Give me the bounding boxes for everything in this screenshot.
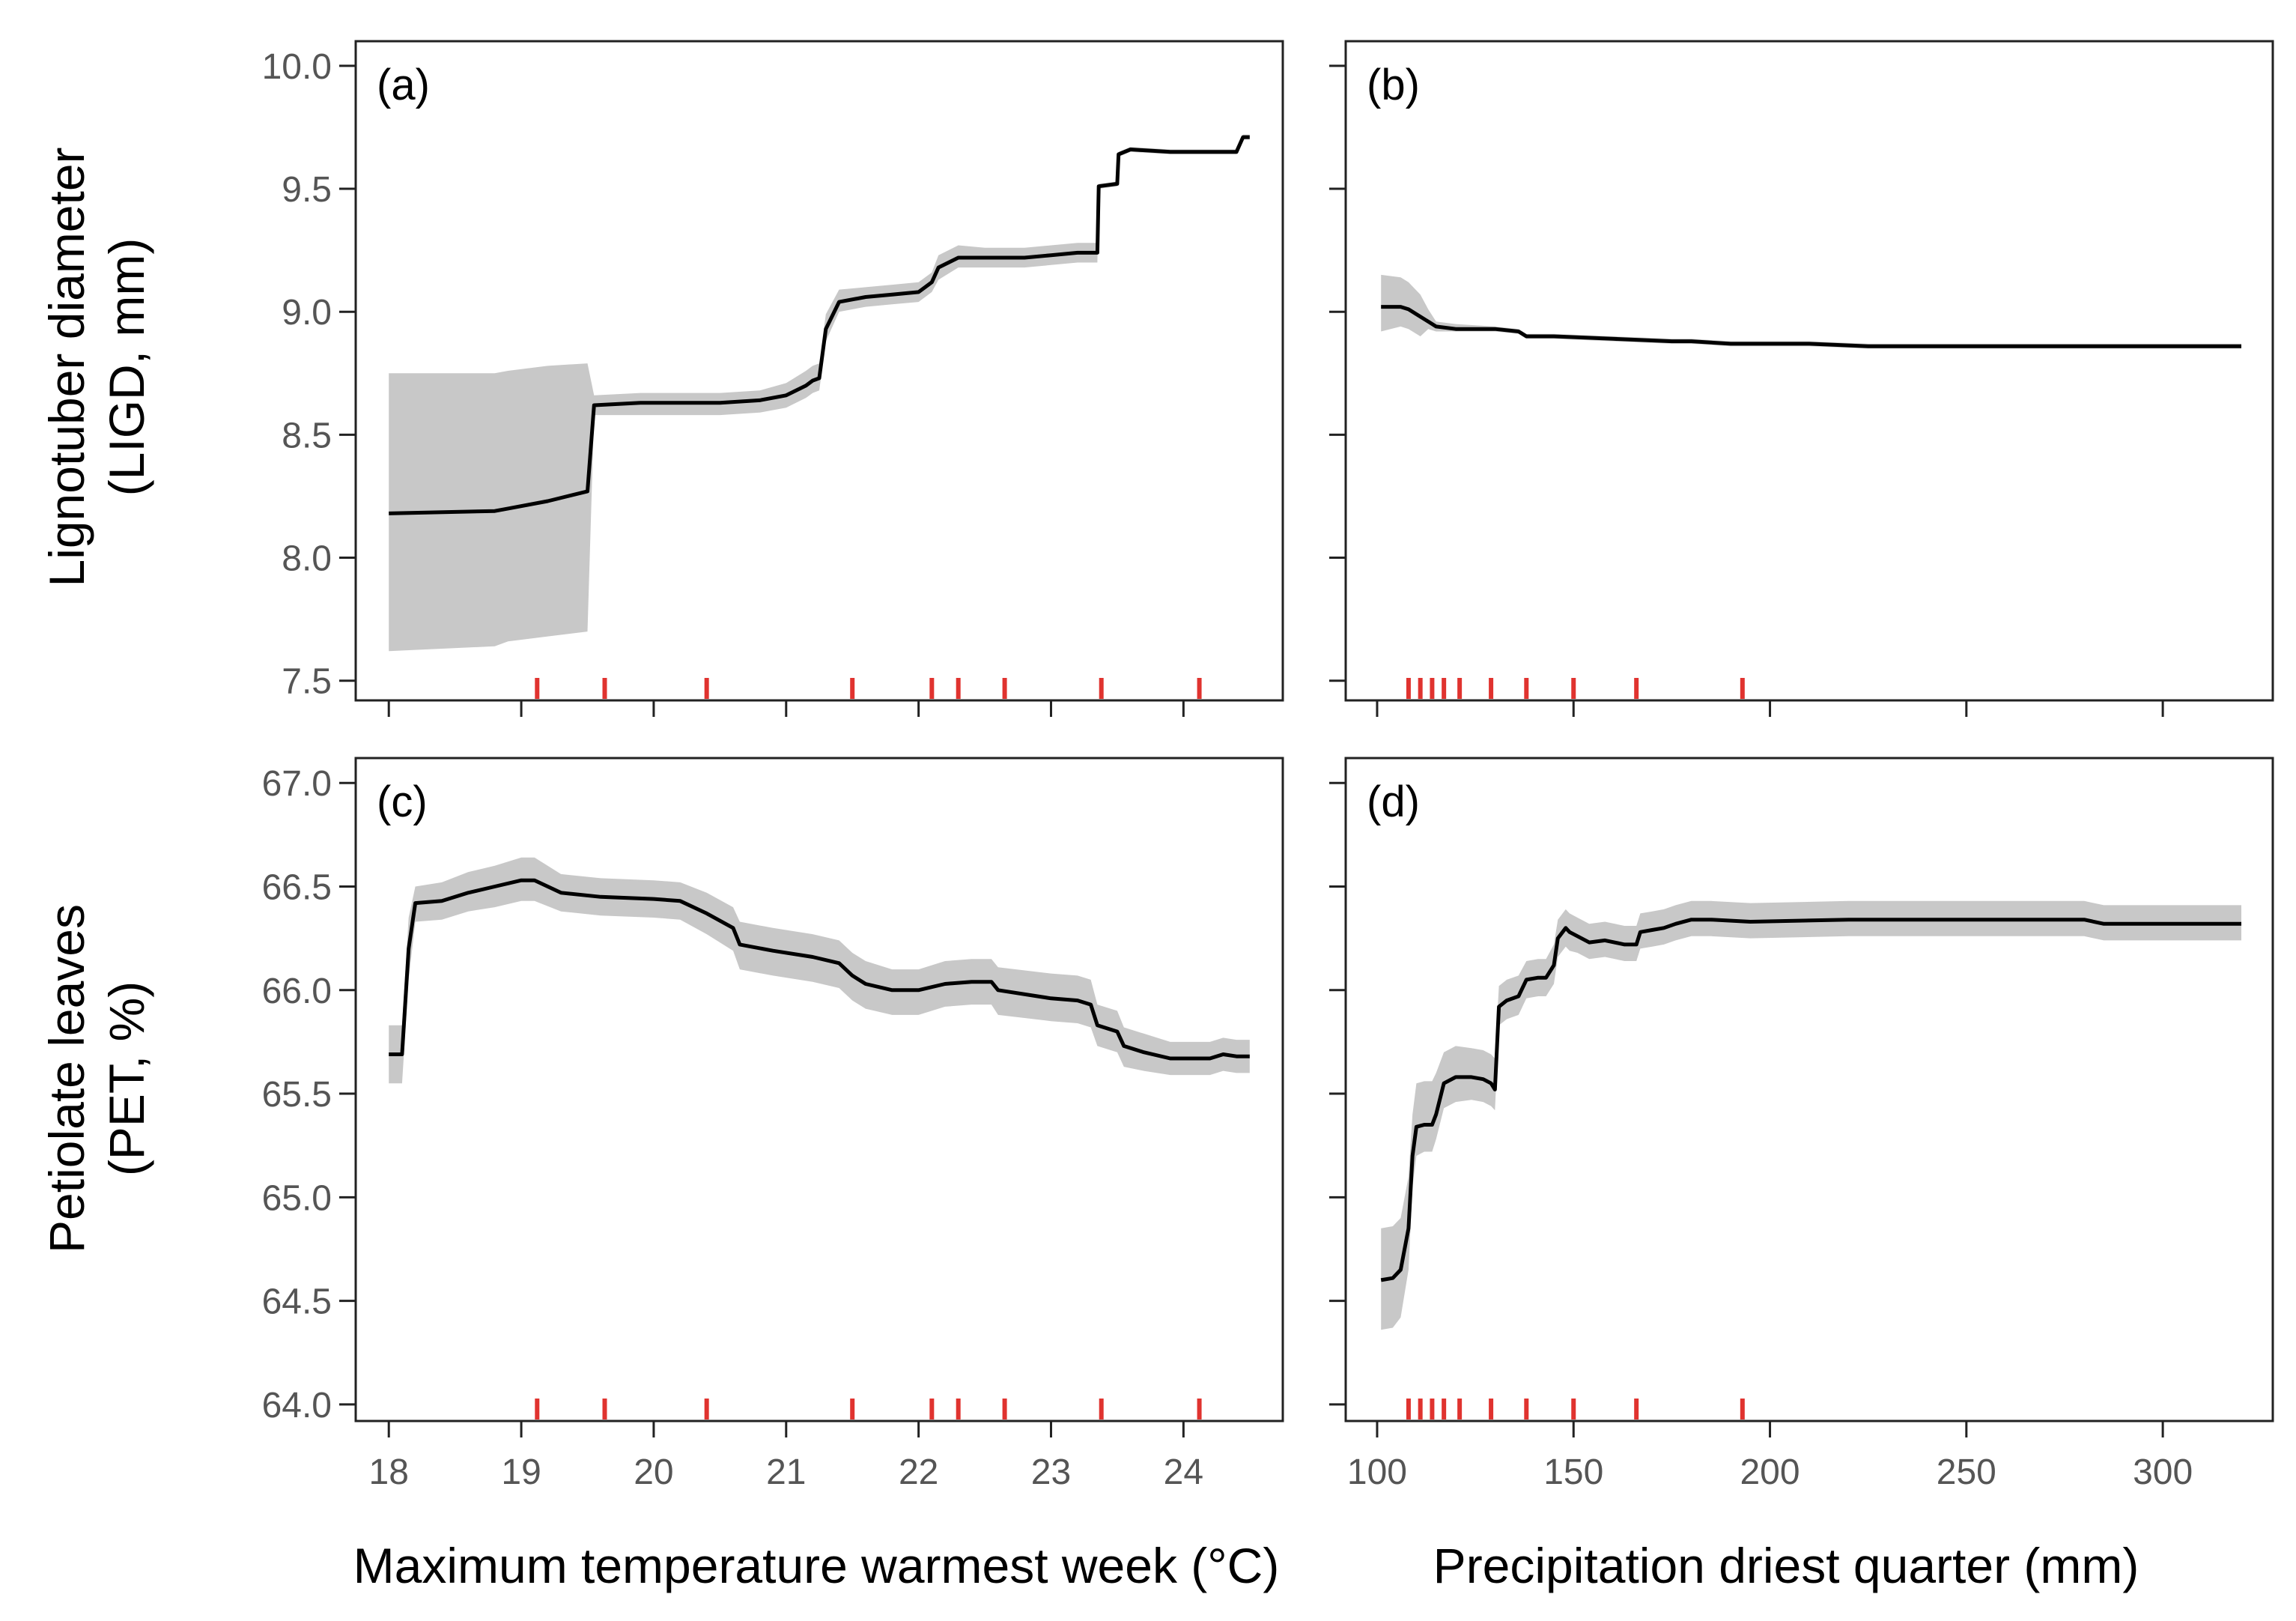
y-tick-label-c-5: 66.5 [262,867,332,907]
x-tick-label-d-0: 100 [1347,1452,1407,1492]
x-axis-title-right: Precipitation driest quarter (mm) [1433,1538,2139,1593]
confidence-band-b [1381,274,2241,349]
panel-label-a: (a) [377,61,430,109]
x-tick-label-c-4: 22 [899,1452,938,1492]
y-tick-label-c-6: 67.0 [262,764,332,804]
y-axis-title-top-line1: Lignotuber diameter [39,147,94,587]
panel-b: (b) [1329,40,2274,717]
confidence-band-a [389,134,1250,652]
x-tick-label-d-4: 300 [2133,1452,2193,1492]
y-tick-label-a-3: 9.0 [282,293,332,333]
plot-frame-d [1344,757,2274,1422]
y-tick-label-a-5: 10.0 [262,47,332,87]
x-tick-label-c-2: 20 [634,1452,673,1492]
y-tick-label-a-1: 8.0 [282,539,332,579]
y-tick-label-c-1: 64.5 [262,1282,332,1322]
panel-d: 100 150 200 250 300 (d) [1329,757,2274,1492]
series-line-d [1380,918,2241,1282]
series-line-a [389,135,1250,515]
series-line-c [389,878,1250,1061]
y-axis-title-bottom-line1: Petiolate leaves [39,904,94,1253]
panel-a: 7.5 8.0 8.5 9.0 9.5 10.0 (a) [262,40,1284,717]
confidence-band-c [389,857,1250,1084]
panel-c: 64.0 64.5 65.0 65.5 66.0 66.5 67.0 18 19 20 21 22 23… [262,757,1284,1492]
y-axis-title-bottom-line2: (PET, %) [99,981,154,1176]
y-tick-label-a-2: 8.5 [282,416,332,455]
x-tick-label-d-3: 250 [1937,1452,1996,1492]
confidence-band-d [1381,900,2241,1330]
y-tick-label-c-3: 65.5 [262,1075,332,1115]
plot-frame-c [354,757,1284,1422]
x-tick-label-d-2: 200 [1740,1452,1800,1492]
x-tick-label-c-1: 19 [501,1452,541,1492]
panel-label-b: (b) [1367,61,1420,109]
y-tick-label-a-4: 9.5 [282,170,332,210]
plot-frame-a [354,40,1284,702]
x-tick-label-d-1: 150 [1543,1452,1603,1492]
x-tick-label-c-3: 21 [766,1452,806,1492]
panel-label-c: (c) [377,778,428,826]
y-tick-label-c-4: 66.0 [262,972,332,1011]
y-tick-label-a-0: 7.5 [282,662,332,702]
y-axis-title-top-line2: (LIGD, mm) [99,238,154,497]
x-tick-label-c-6: 24 [1164,1452,1203,1492]
y-tick-label-c-0: 64.0 [262,1386,332,1425]
panel-label-d: (d) [1367,778,1420,826]
x-tick-label-c-0: 18 [369,1452,409,1492]
plot-frame-b [1344,40,2274,702]
series-line-b [1381,305,2241,348]
y-tick-label-c-2: 65.0 [262,1178,332,1218]
x-tick-label-c-5: 23 [1031,1452,1071,1492]
x-axis-title-left: Maximum temperature warmest week (°C) [353,1538,1280,1593]
